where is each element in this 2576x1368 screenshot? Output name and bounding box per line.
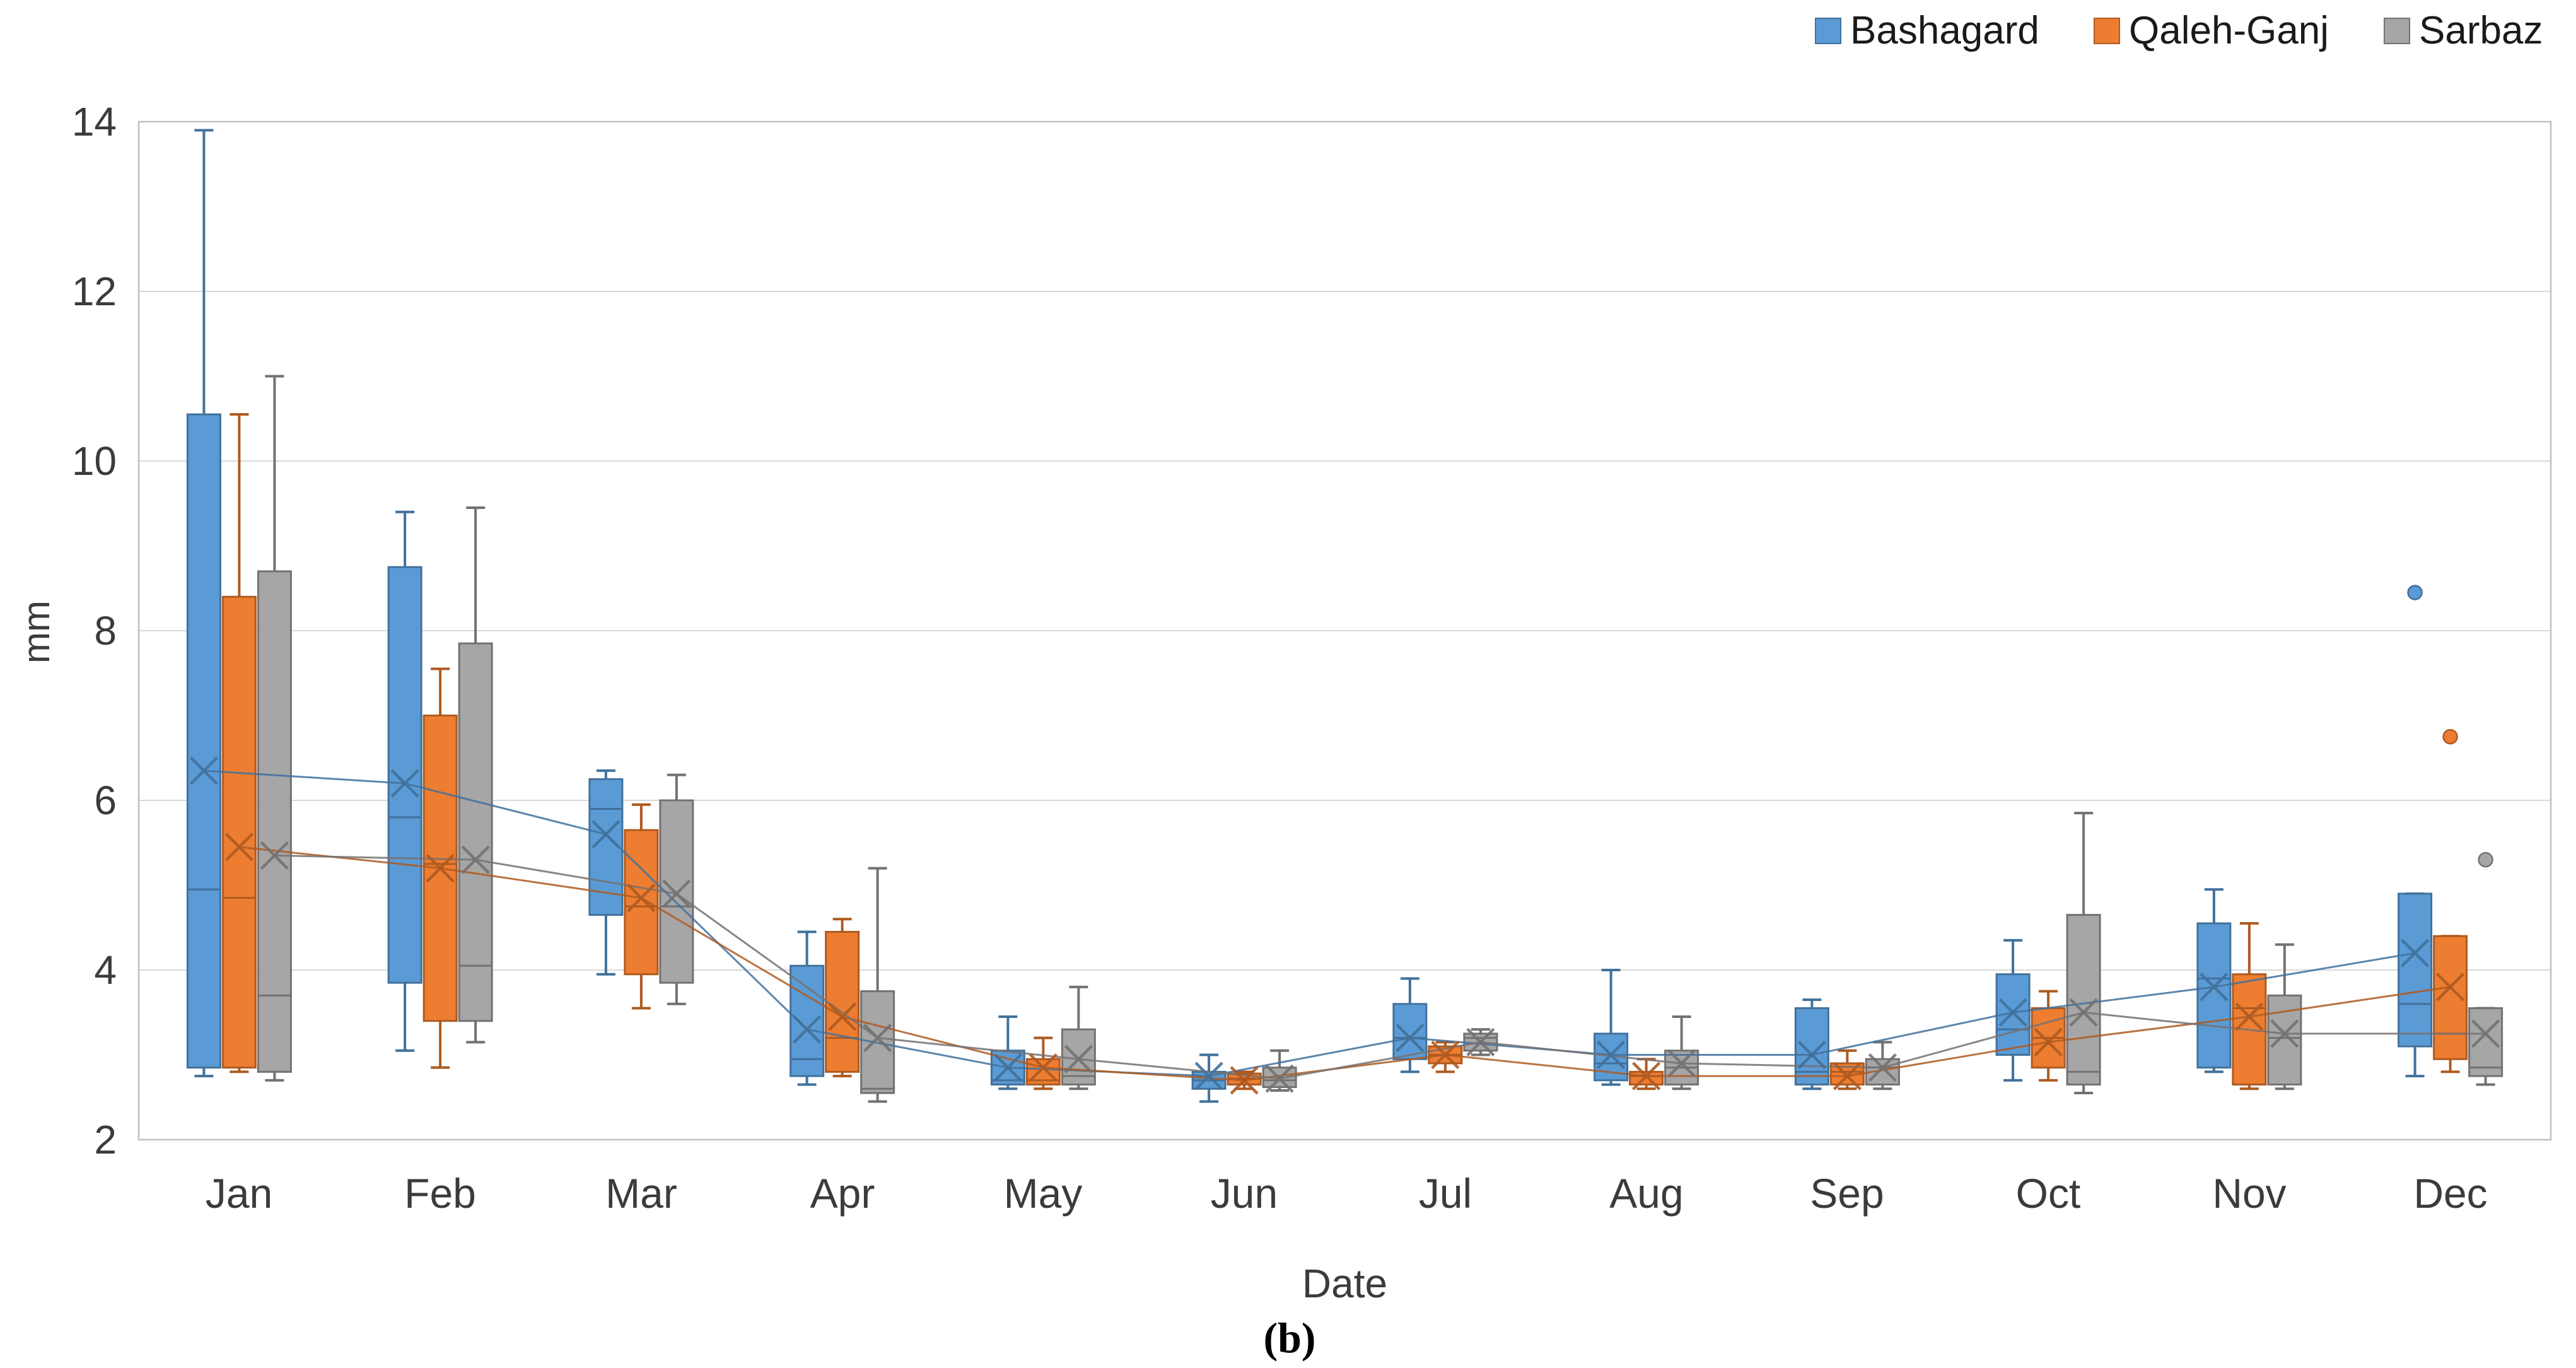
series-qaleh-ganj-jan-box [221, 595, 257, 1069]
series-sarbaz-apr-mean-x [863, 1024, 892, 1053]
x-axis-title: Date [1302, 1261, 1388, 1306]
series-qaleh-ganj-dec-outlier [2442, 728, 2458, 745]
series-sarbaz-dec-box [2468, 1007, 2503, 1077]
x-tick-oct: Oct [2015, 1170, 2081, 1217]
series-bashagard-sep-box [1794, 1007, 1829, 1086]
series-sarbaz-aug-mean-x [1667, 1049, 1696, 1078]
legend-label: Bashagard [1850, 9, 2039, 52]
series-qaleh-ganj-aug-mean-x [1632, 1061, 1661, 1090]
series-sarbaz-jun-mean-x [1265, 1064, 1294, 1093]
series-bashagard-aug-mean-x [1597, 1040, 1626, 1070]
series-bashagard-feb-mean-x [390, 769, 419, 798]
series-sarbaz-dec-mean-x [2471, 1019, 2500, 1048]
series-bashagard-dec-mean-x [2401, 938, 2430, 968]
legend-label: Qaleh-Ganj [2129, 9, 2329, 52]
series-bashagard-jan-mean-x [189, 756, 218, 785]
series-sarbaz-jul-mean-x [1466, 1027, 1495, 1056]
x-tick-jan: Jan [205, 1170, 273, 1217]
y-tick-14: 14 [71, 99, 117, 144]
legend-swatch-bashagard [1815, 18, 1841, 44]
series-sarbaz-feb-box [458, 642, 493, 1022]
series-sarbaz-jan-box [257, 570, 292, 1073]
series-bashagard-feb-box [387, 566, 423, 984]
series-bashagard-sep-mean-x [1797, 1040, 1826, 1070]
series-sarbaz-oct-mean-x [2069, 998, 2098, 1027]
series-qaleh-ganj-may-mean-x [1029, 1053, 1058, 1082]
series-sarbaz-may-mean-x [1064, 1044, 1093, 1073]
series-bashagard-jun-mean-x [1194, 1061, 1223, 1090]
series-qaleh-ganj-apr-mean-x [828, 1002, 857, 1031]
series-bashagard-apr-box [790, 964, 825, 1077]
series-bashagard-mar-mean-x [592, 820, 621, 849]
series-sarbaz-dec-outlier [2478, 851, 2493, 868]
y-tick-10: 10 [71, 438, 117, 484]
legend-swatch-sarbaz [2384, 18, 2410, 44]
series-qaleh-ganj-aug-box [1629, 1070, 1664, 1086]
series-qaleh-ganj-nov-mean-x [2235, 1002, 2264, 1031]
series-qaleh-ganj-mar-mean-x [627, 884, 656, 913]
y-tick-4: 4 [94, 947, 117, 993]
series-bashagard-dec-box [2398, 892, 2433, 1048]
series-sarbaz-sep-mean-x [1868, 1053, 1897, 1082]
x-tick-feb: Feb [404, 1170, 476, 1217]
series-qaleh-ganj-mar-box [624, 829, 659, 976]
series-bashagard-apr-mean-x [793, 1015, 822, 1044]
legend-label: Sarbaz [2419, 9, 2543, 52]
series-sarbaz-jan-mean-x [260, 841, 289, 870]
series-bashagard-oct-mean-x [1998, 998, 2027, 1027]
x-tick-mar: Mar [605, 1170, 677, 1217]
series-bashagard-nov-box [2196, 922, 2232, 1069]
y-tick-12: 12 [71, 269, 117, 314]
series-qaleh-ganj-jul-mean-x [1431, 1040, 1460, 1070]
series-bashagard-nov-mean-x [2200, 973, 2229, 1002]
series-qaleh-ganj-jun-mean-x [1230, 1066, 1259, 1095]
legend-item-qaleh-ganj: Qaleh-Ganj [2094, 10, 2329, 52]
x-tick-jul: Jul [1418, 1170, 1472, 1217]
series-bashagard-jan-box [186, 413, 221, 1069]
series-bashagard-dec-outlier [2407, 585, 2423, 600]
series-sarbaz-nov-mean-x [2270, 1019, 2299, 1048]
x-tick-dec: Dec [2413, 1170, 2488, 1217]
series-qaleh-ganj-feb-mean-x [426, 854, 455, 883]
series-bashagard-jul-mean-x [1396, 1024, 1425, 1053]
x-tick-sep: Sep [1810, 1170, 1884, 1217]
series-qaleh-ganj-sep-mean-x [1833, 1061, 1862, 1090]
x-tick-jun: Jun [1210, 1170, 1278, 1217]
x-tick-nov: Nov [2212, 1170, 2287, 1217]
mean-line-sarbaz [274, 854, 2486, 1080]
series-qaleh-ganj-apr-box [825, 930, 860, 1073]
y-tick-2: 2 [94, 1117, 117, 1162]
y-axis-title: mm [15, 600, 57, 664]
series-bashagard-may-mean-x [993, 1053, 1022, 1082]
series-sarbaz-feb-mean-x [461, 845, 490, 874]
subfigure-caption: (b) [1263, 1314, 1316, 1362]
legend-item-sarbaz: Sarbaz [2384, 10, 2543, 52]
legend-swatch-qaleh-ganj [2094, 18, 2120, 44]
x-tick-apr: Apr [810, 1170, 875, 1217]
plot-frame [137, 120, 2552, 1141]
series-qaleh-ganj-jan-mean-x [224, 833, 254, 862]
series-qaleh-ganj-oct-mean-x [2034, 1027, 2063, 1056]
x-tick-aug: Aug [1609, 1170, 1684, 1217]
x-tick-may: May [1003, 1170, 1083, 1217]
legend-item-bashagard: Bashagard [1815, 10, 2039, 52]
y-tick-8: 8 [94, 608, 117, 653]
y-tick-6: 6 [94, 778, 117, 823]
series-qaleh-ganj-dec-mean-x [2436, 973, 2465, 1002]
mean-line-bashagard [204, 769, 2415, 1077]
series-sarbaz-mar-mean-x [662, 879, 691, 908]
